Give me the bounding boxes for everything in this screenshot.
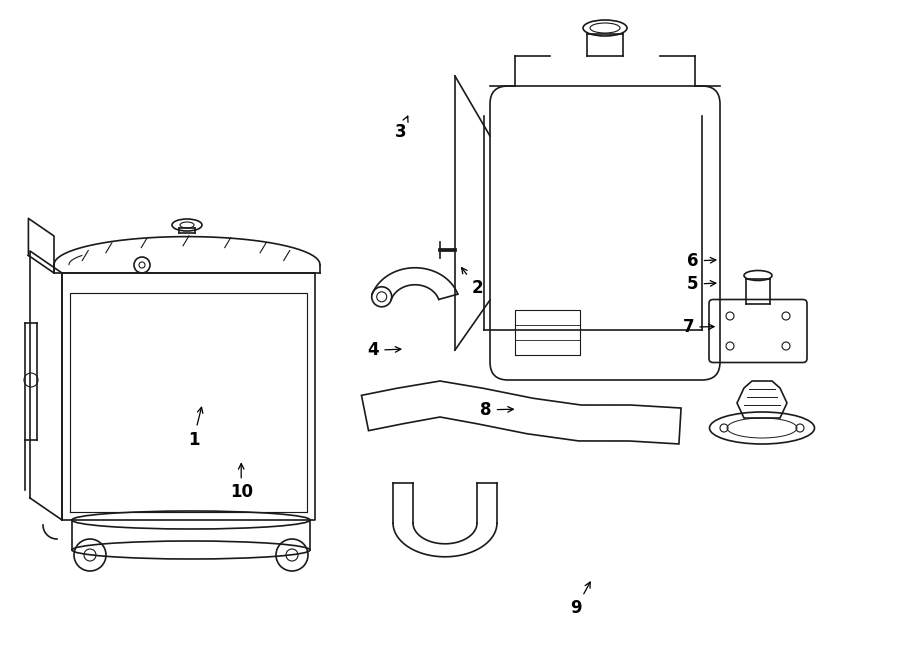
Text: 5: 5: [688, 275, 716, 293]
Text: 9: 9: [571, 582, 590, 617]
Text: 6: 6: [688, 252, 716, 270]
Text: 10: 10: [230, 463, 253, 502]
Text: 2: 2: [462, 268, 482, 297]
Text: 1: 1: [188, 407, 202, 449]
Text: 8: 8: [481, 401, 513, 419]
Text: 3: 3: [395, 116, 408, 141]
Text: 4: 4: [368, 341, 400, 360]
Text: 7: 7: [683, 318, 714, 336]
